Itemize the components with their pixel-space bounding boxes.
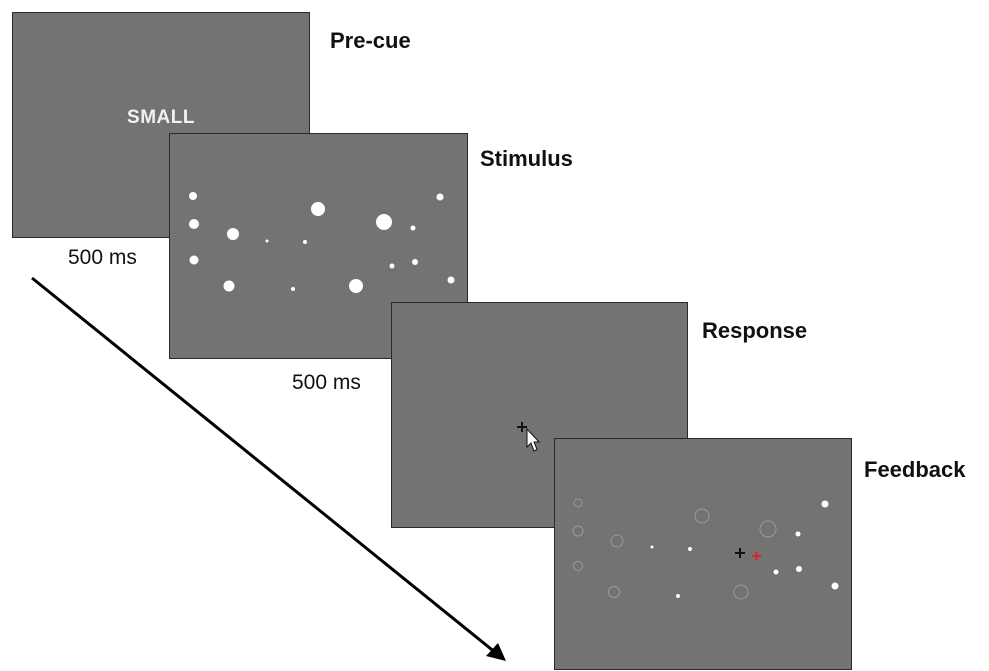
precue-word: SMALL — [127, 107, 195, 128]
feedback-dot — [688, 547, 692, 551]
stimulus-dot — [436, 193, 444, 201]
feedback-outline-dot — [608, 586, 620, 598]
feedback-dot — [676, 594, 680, 598]
stimulus-dot — [412, 259, 418, 265]
stimulus-title: Stimulus — [480, 146, 573, 171]
response-marker-icon — [735, 548, 745, 558]
stimulus-dot — [303, 240, 307, 244]
stimulus-dot — [447, 276, 455, 284]
feedback-dot — [795, 531, 801, 537]
feedback-outline-dot — [759, 520, 777, 538]
precue-duration: 500 ms — [68, 246, 137, 269]
stimulus-dot — [189, 219, 199, 229]
stimulus-dot — [410, 225, 416, 231]
response-cursor-layer — [517, 422, 541, 452]
feedback-dot — [773, 569, 779, 575]
crosshair-icon — [517, 422, 527, 432]
feedback-outline-dot — [573, 561, 583, 571]
feedback-outline-dot — [733, 584, 749, 600]
stimulus-dot — [265, 239, 269, 243]
feedback-dot — [821, 500, 829, 508]
feedback-outline-dot — [610, 534, 624, 548]
feedback-screen — [554, 438, 852, 670]
stimulus-duration: 500 ms — [292, 371, 361, 394]
stimulus-dots — [189, 192, 455, 293]
stimulus-dot — [291, 287, 295, 291]
response-title: Response — [702, 318, 808, 343]
feedback-dot — [650, 545, 654, 549]
stimulus-dot — [227, 228, 239, 240]
stimulus-dot — [189, 255, 199, 265]
precue-title: Pre-cue — [330, 28, 411, 53]
feedback-dots — [572, 498, 839, 600]
stimulus-dot — [311, 202, 325, 216]
feedback-outline-dot — [694, 508, 710, 524]
feedback-dot — [796, 566, 802, 572]
mouse-pointer-icon — [526, 427, 541, 452]
feedback-outline-dot — [572, 525, 584, 537]
arrow-icon — [486, 643, 506, 661]
feedback-outline-dot — [573, 498, 583, 508]
stimulus-dot — [389, 263, 395, 269]
stimulus-dot — [376, 214, 392, 230]
target-marker-icon — [752, 551, 761, 561]
stimulus-dot — [349, 279, 363, 293]
stimulus-dot — [223, 280, 235, 292]
stimulus-dot — [189, 192, 197, 200]
feedback-title: Feedback — [864, 457, 966, 482]
feedback-dot — [831, 582, 839, 590]
